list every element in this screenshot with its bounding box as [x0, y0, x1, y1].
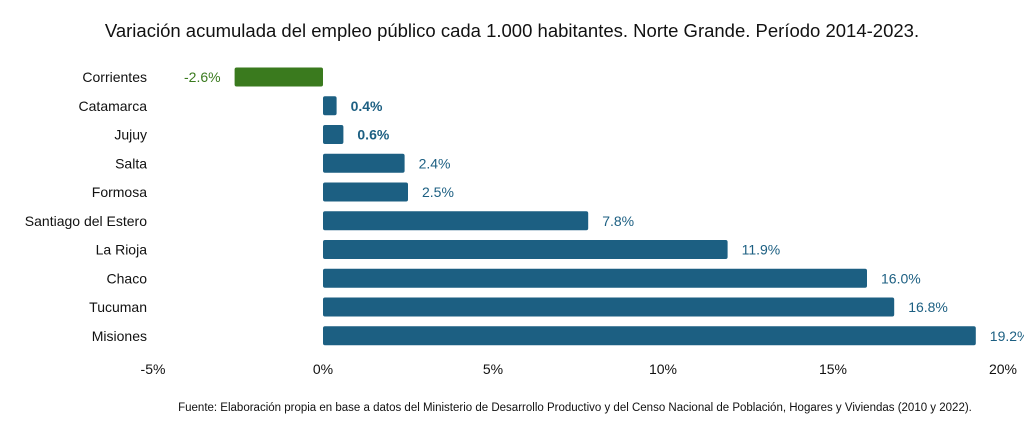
data-label: 0.4%	[351, 98, 383, 114]
x-axis-tick-labels: -5% 0% 5% 10% 15% 20%	[141, 361, 1017, 377]
x-tick-label: 5%	[483, 361, 503, 377]
category-label: Tucuman	[89, 299, 147, 315]
bar	[323, 297, 895, 317]
category-label: Formosa	[92, 184, 147, 200]
data-label: -2.6%	[184, 69, 221, 85]
data-label: 16.0%	[881, 270, 921, 286]
data-label: 2.5%	[422, 184, 454, 200]
category-label: Jujuy	[114, 127, 147, 143]
bars	[234, 67, 976, 346]
data-label: 16.8%	[908, 299, 948, 315]
data-label: 0.6%	[357, 127, 389, 143]
bar	[323, 268, 867, 288]
x-tick-label: 0%	[313, 361, 333, 377]
bar	[323, 96, 337, 116]
x-tick-label: 20%	[989, 361, 1017, 377]
category-label: Catamarca	[79, 98, 148, 114]
bar	[323, 211, 589, 231]
category-label: Chaco	[107, 270, 148, 286]
bar	[323, 240, 728, 259]
category-label: La Rioja	[96, 242, 148, 258]
bar	[323, 125, 344, 144]
data-label: 11.9%	[742, 242, 781, 258]
category-label: Misiones	[92, 328, 147, 344]
category-labels: Corrientes Catamarca Jujuy Salta Formosa Sant…	[25, 69, 147, 344]
bar	[234, 67, 323, 87]
chart-source-note: Fuente: Elaboración propia en base a dat…	[178, 402, 972, 414]
data-label: 2.4%	[419, 155, 451, 171]
bar	[323, 182, 408, 202]
category-label: Salta	[115, 155, 147, 171]
x-tick-label: 15%	[819, 361, 847, 377]
data-label: 19.2%	[990, 328, 1024, 344]
chart-title: Variación acumulada del empleo público c…	[104, 20, 920, 41]
category-label: Santiago del Estero	[25, 213, 147, 229]
x-tick-label: 10%	[649, 361, 677, 377]
data-label: 7.8%	[602, 213, 634, 229]
category-label: Corrientes	[82, 69, 147, 85]
bar	[323, 153, 405, 173]
value-labels: -2.6% 0.4% 0.6% 2.4% 2.5% 7.8% 11.9% 16.0% 16.8%…	[184, 69, 1024, 344]
bar	[323, 326, 976, 346]
x-tick-label: -5%	[141, 361, 166, 377]
